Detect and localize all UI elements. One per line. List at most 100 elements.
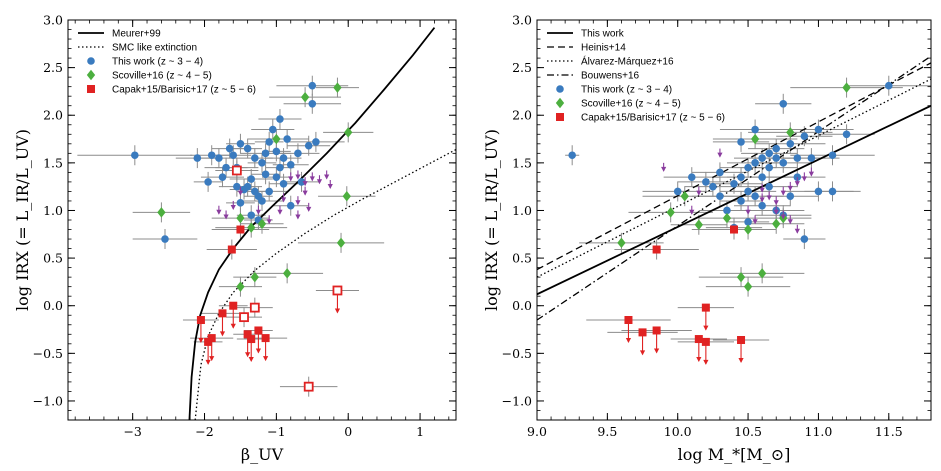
data-point-diamond bbox=[750, 133, 760, 145]
data-point-diamond bbox=[772, 218, 781, 230]
upper-limit-arrow-head bbox=[334, 308, 341, 314]
data-point-diamond bbox=[247, 222, 256, 233]
legend-label: Bouwens+16 bbox=[581, 71, 640, 82]
legend-label: SMC like extinction bbox=[112, 43, 197, 54]
data-point-circle bbox=[793, 154, 802, 162]
curve-smc-like-extinction bbox=[194, 148, 456, 420]
upper-limit-arrow-head bbox=[703, 359, 709, 365]
x-tick-label: 11.5 bbox=[875, 424, 903, 439]
data-point-circle bbox=[286, 160, 295, 169]
data-point-square bbox=[229, 301, 238, 310]
data-point-square bbox=[652, 326, 661, 335]
data-point-circle bbox=[161, 235, 169, 243]
upper-limit-arrow-head bbox=[295, 200, 301, 206]
upper-limit-arrow-head bbox=[209, 356, 215, 362]
upper-limit-arrow-head bbox=[773, 200, 779, 206]
data-point-circle bbox=[772, 144, 781, 153]
legend-label: Capak+15/Barisic+17 (z ~ 5 − 6) bbox=[112, 85, 256, 96]
legend-marker-square bbox=[556, 113, 564, 121]
upper-limit-arrow-head bbox=[266, 219, 272, 225]
x-tick-label: 9.0 bbox=[527, 424, 547, 439]
data-point-circle bbox=[751, 159, 759, 167]
data-point-circle bbox=[312, 138, 320, 146]
data-point-circle bbox=[265, 187, 273, 196]
data-point-open-square bbox=[249, 302, 260, 313]
data-point-circle bbox=[807, 154, 816, 162]
upper-limit-arrow-head bbox=[302, 190, 308, 196]
upper-limit-arrow-head bbox=[689, 209, 695, 215]
data-point-diamond bbox=[666, 207, 675, 218]
data-point-circle bbox=[800, 235, 809, 243]
x-tick-label: 0 bbox=[344, 424, 352, 439]
upper-limit-arrow-head bbox=[295, 214, 301, 220]
data-point-diamond bbox=[680, 190, 689, 202]
data-point-circle bbox=[279, 154, 288, 162]
data-point-circle bbox=[730, 180, 738, 188]
data-point-square bbox=[207, 334, 216, 343]
upper-limit-arrow-head bbox=[219, 331, 226, 337]
data-point-open-square bbox=[231, 165, 242, 176]
data-point-diamond bbox=[236, 212, 245, 224]
data-point-circle bbox=[261, 149, 270, 158]
data-point-square bbox=[196, 316, 205, 324]
data-point-circle bbox=[251, 154, 259, 162]
upper-limit-arrow-head bbox=[787, 185, 793, 191]
legend-label: This work (z ~ 3 − 4) bbox=[112, 57, 203, 68]
upper-limit-arrow-head bbox=[759, 187, 765, 193]
upper-limit-arrow-head bbox=[801, 176, 807, 182]
x-axis-label: β_UV bbox=[241, 445, 284, 464]
data-point-circle bbox=[258, 159, 266, 167]
data-point-square bbox=[652, 245, 661, 254]
data-point-square bbox=[227, 245, 236, 254]
upper-limit-arrow-head bbox=[288, 176, 294, 182]
data-point-circle bbox=[261, 170, 270, 179]
data-point-circle bbox=[779, 100, 788, 108]
upper-limit-arrow-head bbox=[223, 214, 229, 220]
data-point-circle bbox=[758, 201, 766, 210]
upper-limit-arrow-head bbox=[745, 209, 751, 215]
y-tick-label: 0.5 bbox=[43, 251, 63, 266]
y-tick-label: 2.0 bbox=[512, 108, 532, 123]
upper-limit-arrow-head bbox=[230, 204, 236, 210]
data-point-diamond bbox=[736, 271, 746, 283]
data-point-circle bbox=[716, 192, 724, 200]
right-panel-irx-vs-mass: 9.0 9.5 10.0 10.5 11.0 11.5 −1.0 −0.5 0.0 0.5 1.0 1… bbox=[482, 13, 932, 464]
y-tick-label: 1.5 bbox=[512, 155, 532, 170]
data-point-circle bbox=[236, 140, 245, 148]
upper-limit-arrow-head bbox=[280, 197, 287, 203]
upper-limit-arrow-head bbox=[794, 228, 800, 234]
data-point-circle bbox=[687, 173, 696, 181]
upper-limit-arrow-head bbox=[703, 325, 709, 331]
legend-marker-diamond bbox=[86, 69, 96, 81]
data-point-circle bbox=[218, 173, 227, 181]
data-point-circle bbox=[294, 149, 302, 158]
data-point-diamond bbox=[694, 219, 703, 230]
curve-heinis-14 bbox=[537, 62, 931, 271]
curve-this-work bbox=[537, 104, 931, 296]
legend-label: This work (z ~ 3 − 4) bbox=[581, 85, 672, 96]
upper-limit-arrow-head bbox=[309, 176, 315, 182]
y-tick-label: 0.5 bbox=[512, 251, 532, 266]
data-point-circle bbox=[842, 130, 851, 139]
upper-limit-arrow-head bbox=[625, 338, 632, 343]
upper-limit-arrow-head bbox=[738, 358, 744, 363]
legend-label: Álvarez-Márquez+16 bbox=[581, 55, 674, 68]
data-point-circle bbox=[247, 211, 256, 220]
y-tick-label: −0.5 bbox=[33, 346, 63, 361]
data-point-circle bbox=[744, 187, 752, 196]
data-point-diamond bbox=[743, 224, 753, 235]
upper-limit-arrow-head bbox=[237, 190, 244, 196]
data-point-diamond bbox=[257, 218, 267, 230]
upper-limit-arrow-head bbox=[255, 348, 262, 354]
data-point-square bbox=[638, 328, 647, 337]
data-point-circle bbox=[308, 81, 317, 90]
data-point-open-square bbox=[239, 312, 249, 323]
data-point-square bbox=[737, 336, 746, 344]
data-point-circle bbox=[828, 187, 837, 196]
upper-limit-arrow-head bbox=[717, 152, 723, 158]
left-panel-irx-vs-beta: −3 −2 −1 0 1 −1.0 −0.5 0.0 0.5 1.0 1.5 2.0 2.5 3.0 β_U… bbox=[13, 13, 457, 464]
upper-limit-arrow-head bbox=[327, 184, 333, 189]
plot-area bbox=[77, 27, 456, 420]
y-tick-label: 0.0 bbox=[512, 298, 532, 313]
data-point-circle bbox=[304, 141, 313, 150]
